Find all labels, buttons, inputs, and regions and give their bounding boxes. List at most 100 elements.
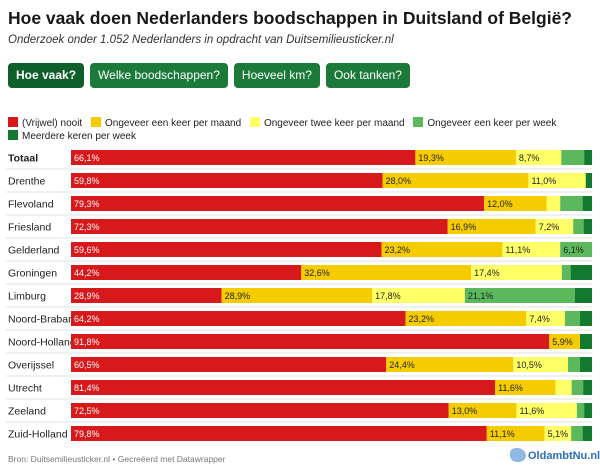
bar-segment-drenthe-s0 [71,173,383,188]
bar-segment-utrecht-s1 [495,380,556,395]
legend-label: (Vrijwel) nooit [22,118,83,129]
data-label-limburg-s3: 21,1% [468,291,494,301]
tab-welke-boodschappen[interactable]: Welke boodschappen? [90,63,228,88]
bar-segment-groningen-s2 [471,265,562,280]
data-label-zuid-holland-s1: 11,1% [490,429,515,439]
data-label-friesland-s0: 72,3% [74,222,100,232]
data-label-overijssel-s2: 10,5% [516,360,542,370]
bar-segment-zeeland-s3 [576,403,585,418]
legend-label: Meerdere keren per week [22,131,136,142]
category-label-utrecht: Utrecht [8,383,42,395]
bar-segment-zuid-holland-s4 [582,426,592,441]
bar-segment-drenthe-s2 [528,173,586,188]
bar-segment-utrecht-s2 [555,380,572,395]
data-label-friesland-s2: 7,2% [539,222,560,232]
data-label-totaal-s2: 8,7% [519,153,540,163]
category-label-overijssel: Overijssel [8,360,54,372]
bar-segment-utrecht-s4 [583,380,592,395]
stacked-bar-chart: Totaal 66,1% 19,3% 8,7% Drenthe 59,8% 28,0% 11,… [6,150,592,441]
bar-segment-noord-holland-s1 [549,334,581,349]
bar-segment-zuid-holland-s1 [486,426,545,441]
legend-item-maand: Ongeveer een keer per maand [90,117,242,130]
bar-segment-friesland-s3 [573,219,584,234]
legend-item-week: Ongeveer een keer per week [413,117,556,130]
bar-segment-flevoland-s2 [546,196,561,211]
bar-segment-drenthe-s1 [382,173,529,188]
bar-segment-gelderland-s2 [502,242,561,257]
bar-segment-zuid-holland-s2 [544,426,572,441]
category-label-zuid-holland: Zuid-Holland [8,429,68,441]
bar-segment-noord-holland-s4 [580,334,592,349]
bar-segment-overijssel-s0 [71,357,387,372]
legend-label: Ongeveer een keer per maand [104,118,242,129]
tab-hoeveel-km[interactable]: Hoeveel km? [233,63,320,88]
data-label-drenthe-s0: 59,8% [74,176,100,186]
data-label-noord-brabant-s2: 7,4% [529,314,550,324]
data-label-zuid-holland-s0: 79,8% [74,429,100,439]
data-label-groningen-s0: 44,2% [74,268,100,278]
bar-segment-friesland-s1 [447,219,536,234]
bar-segment-zuid-holland-s0 [71,426,487,441]
bar-segment-flevoland-s4 [582,196,592,211]
bar-segment-zuid-holland-s3 [571,426,583,441]
category-label-totaal: Totaal [8,153,38,165]
bar-segment-groningen-s4 [570,265,592,280]
bar-segment-noord-brabant-s3 [564,311,581,326]
category-label-noord-holland: Noord-Holland [8,337,76,349]
bar-segment-groningen-s0 [71,265,302,280]
bar-segment-totaal-s0 [71,150,416,165]
bar-segment-flevoland-s3 [560,196,583,211]
bar-segment-noord-brabant-s2 [526,311,565,326]
category-label-noord-brabant: Noord-Brabant [8,314,77,326]
data-label-zuid-holland-s2: 5,1% [548,429,569,439]
bar-segment-gelderland-s0 [71,242,382,257]
data-label-flevoland-s1: 12,0% [487,199,513,209]
logo-text: OldambtNu.nl [528,450,600,462]
data-label-friesland-s1: 16,9% [451,222,477,232]
data-label-zeeland-s0: 72,5% [74,406,100,416]
legend-item-twee-maand: Ongeveer twee keer per maand [249,117,405,130]
category-label-gelderland: Gelderland [8,245,60,257]
data-label-limburg-s1: 28,9% [225,291,251,301]
data-label-drenthe-s1: 28,0% [386,176,412,186]
legend-item-nooit: (Vrijwel) nooit [8,117,82,130]
legend-swatch [8,117,18,127]
bar-segment-utrecht-s3 [571,380,584,395]
bar-segment-noord-brabant-s0 [71,311,406,326]
legend-swatch [8,130,18,140]
bar-segment-limburg-s3 [464,288,575,303]
data-label-zeeland-s2: 11,6% [519,406,544,416]
bar-segment-totaal-s2 [515,150,562,165]
logo-icon [510,448,526,462]
bar-segment-overijssel-s1 [386,357,514,372]
data-label-gelderland-s3: 6,1% [563,245,584,255]
tab-bar: Hoe vaak? Welke boodschappen? Hoeveel km… [8,63,410,88]
category-label-friesland: Friesland [8,222,51,234]
legend-swatch [249,117,260,127]
bar-segment-limburg-s2 [372,288,465,303]
data-label-gelderland-s0: 59,6% [74,245,100,255]
data-label-flevoland-s0: 79,3% [74,199,100,209]
tab-ook-tanken[interactable]: Ook tanken? [325,63,410,88]
bar-segment-groningen-s3 [561,265,571,280]
data-label-noord-holland-s0: 91,8% [74,337,100,347]
bar-segment-flevoland-s0 [71,196,485,211]
category-label-zeeland: Zeeland [8,406,46,418]
legend-label: Ongeveer een keer per week [427,118,557,129]
tab-hoe-vaak[interactable]: Hoe vaak? [8,63,85,88]
bar-segment-limburg-s1 [221,288,373,303]
chart-title: Hoe vaak doen Nederlanders boodschappen … [8,8,572,28]
legend-swatch [90,117,101,127]
data-label-overijssel-s0: 60,5% [74,360,100,370]
bar-segment-zeeland-s1 [448,403,517,418]
bar-segment-totaal-s3 [561,150,585,165]
data-label-gelderland-s1: 23,2% [385,245,411,255]
category-label-drenthe: Drenthe [8,176,46,188]
data-label-limburg-s2: 17,8% [375,291,401,301]
bar-segment-drenthe-s4 [585,173,592,188]
legend-item-meerdere-week: Meerdere keren per week [8,130,136,143]
data-label-noord-brabant-s1: 23,2% [408,314,434,324]
legend-swatch [413,117,424,127]
data-label-totaal-s1: 19,3% [418,153,444,163]
bar-segment-noord-holland-s0 [71,334,550,349]
